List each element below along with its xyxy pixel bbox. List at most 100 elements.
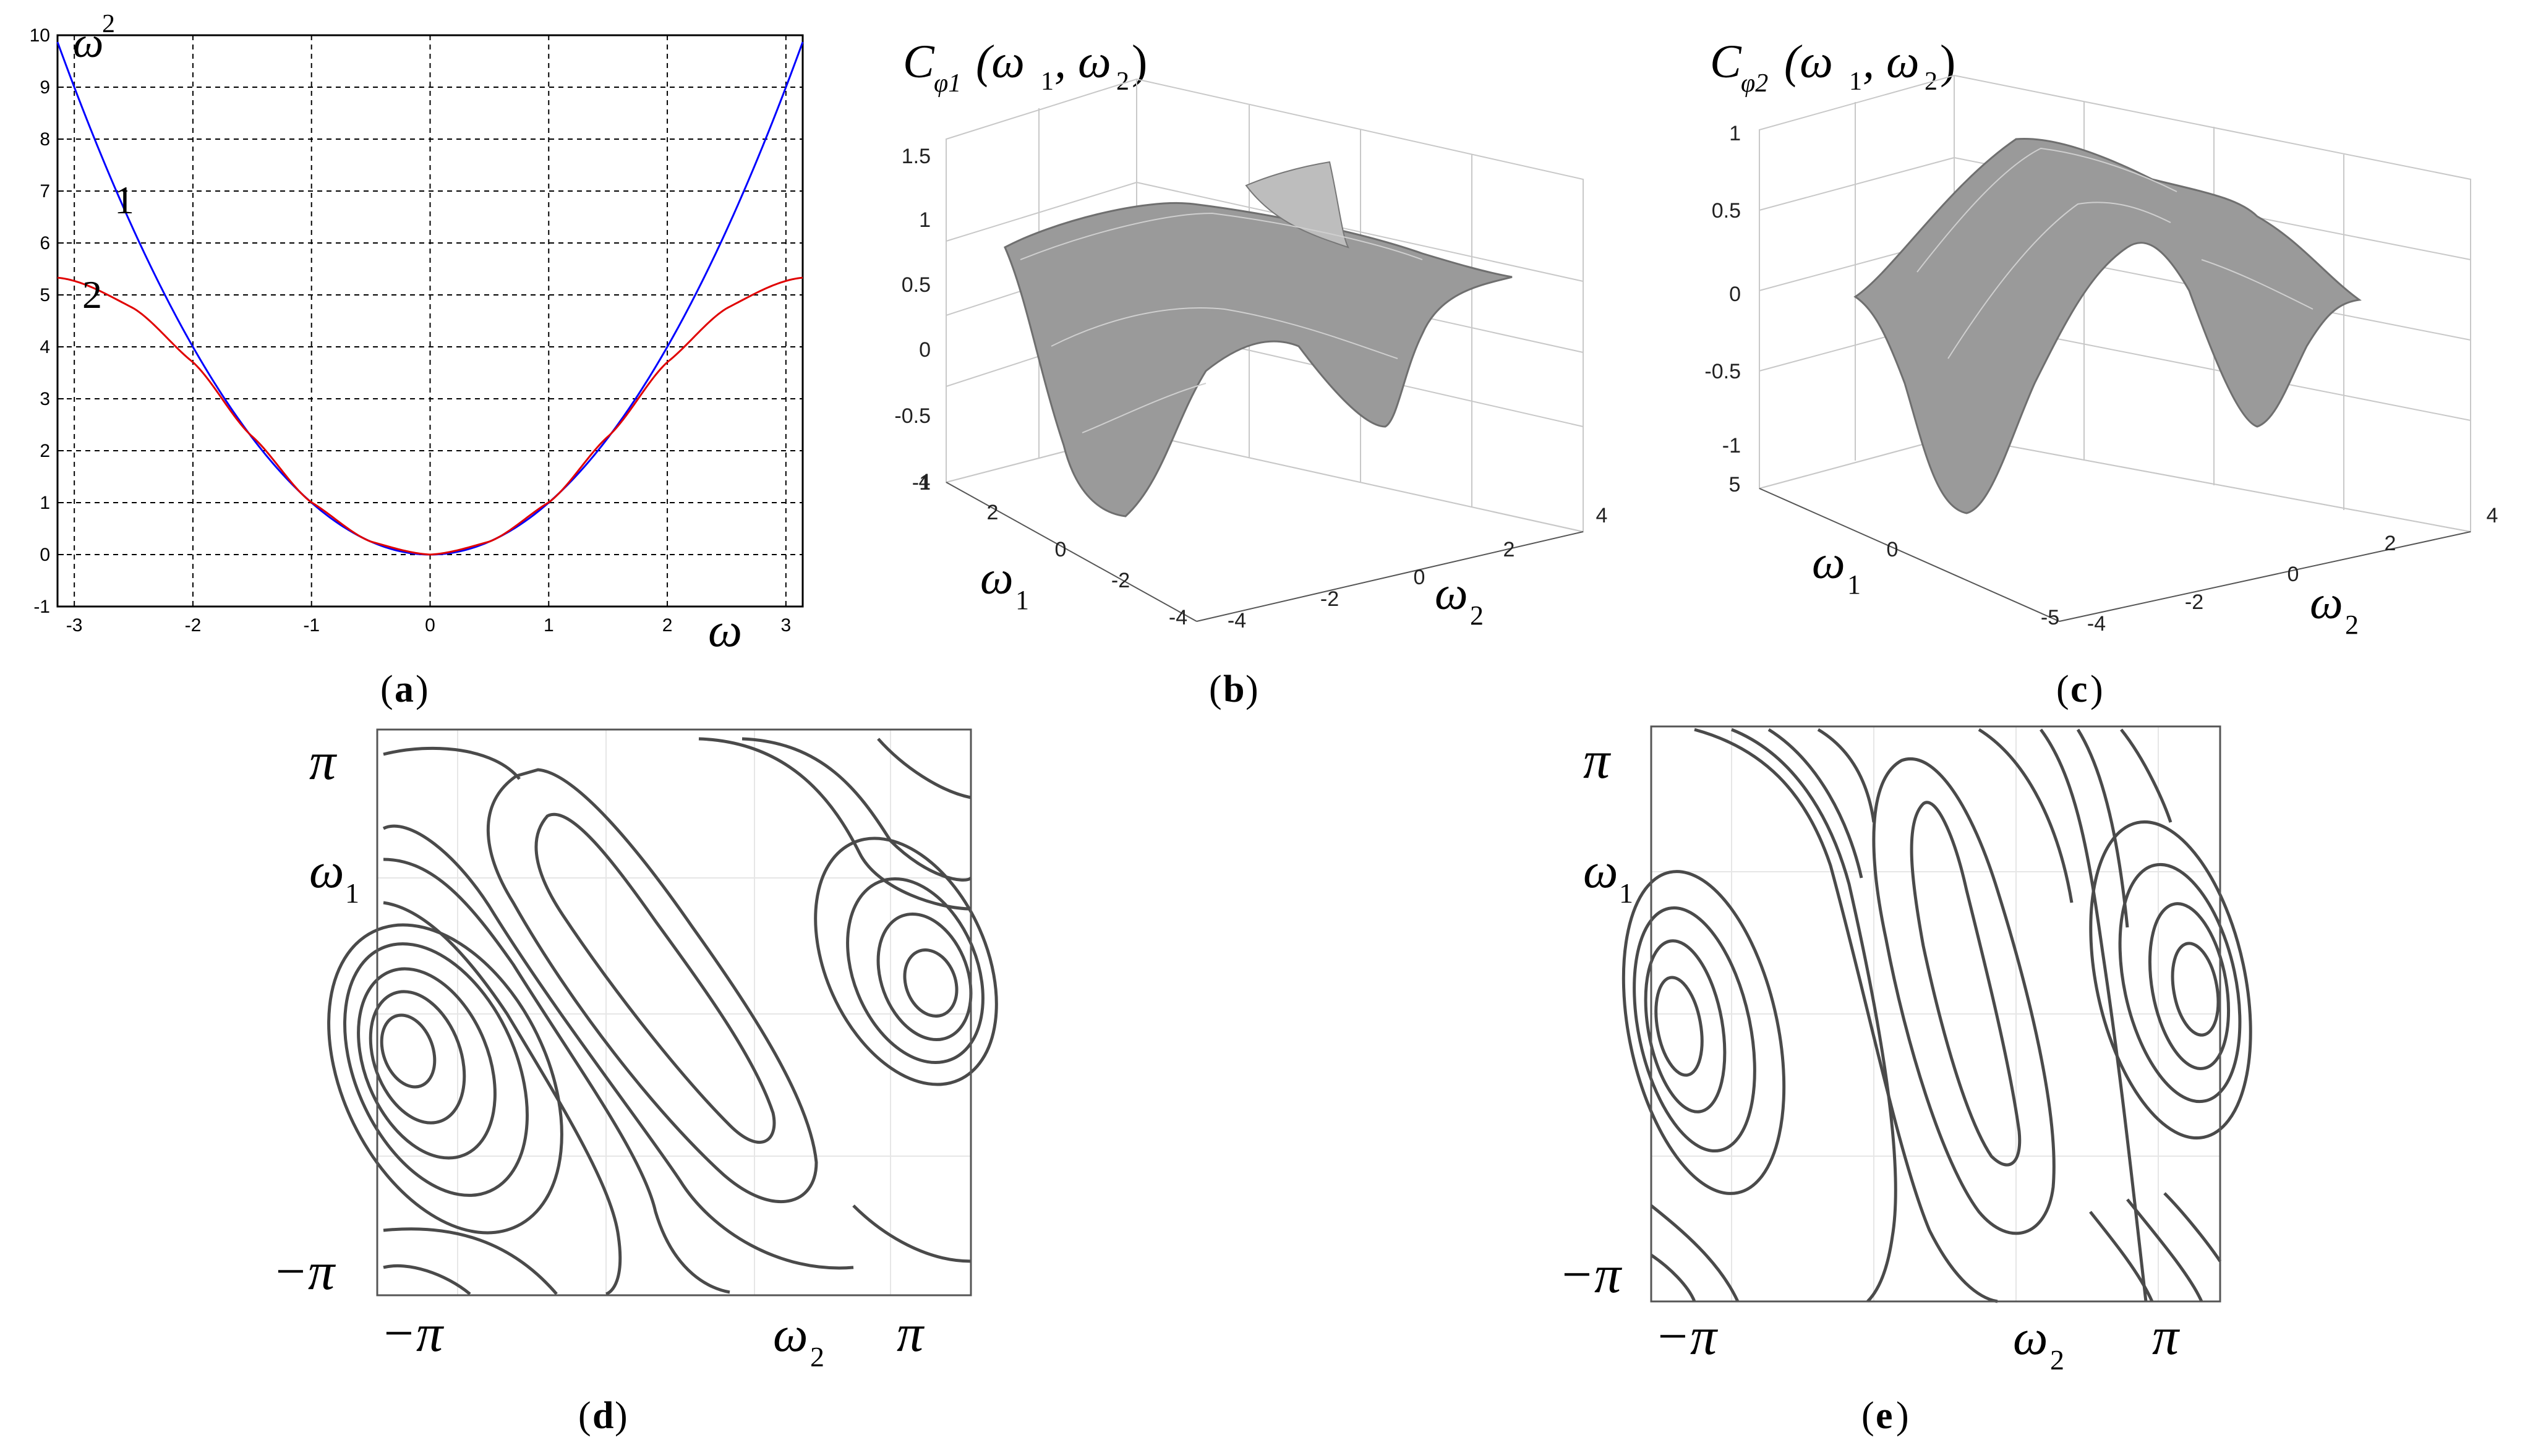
panel-e-w2-label-sub: 2 (2050, 1344, 2064, 1376)
panel-e-y-bottom-tick: −π (1558, 1245, 1623, 1304)
panel-b-z-ticks: -1 -0.5 0 0.5 1 1.5 (894, 145, 931, 495)
panel-b-title: C φ1 (ω 1 , ω 2 ) (903, 36, 1147, 98)
panel-d-x-left-tick: −π (380, 1303, 445, 1363)
panel-c-w2tick-1: -2 (2185, 590, 2203, 614)
panel-d-contour: π −π −π π ω 1 ω 2 (272, 728, 998, 1373)
panel-c-w2tick-2: 0 (2288, 563, 2299, 586)
caption-d-letter: d (592, 1395, 613, 1437)
panel-c-ztick-2: 0 (1729, 283, 1741, 306)
caption-e-letter: e (1876, 1395, 1893, 1437)
panel-a-ytick-label-4: 3 (40, 389, 50, 409)
series-1-label: 1 (114, 178, 134, 222)
panel-c-surface: C φ2 (ω 1 , ω 2 ) (1704, 36, 2498, 640)
panel-b-w1tick-0: 4 (919, 470, 931, 493)
panel-c-front-axes (1759, 488, 2471, 622)
panel-c-ztick-1: -0.5 (1704, 360, 1741, 383)
panel-a-xtick-label-0: -3 (66, 615, 83, 636)
panel-a-ytick-label-10: 9 (40, 77, 50, 98)
panel-a-xtick-label-3: 0 (425, 615, 435, 636)
panel-e-w1-label: ω (1583, 844, 1618, 898)
caption-c-open: ( (2056, 668, 2069, 710)
panel-b-w1-label-sub: 1 (1015, 585, 1029, 615)
panel-b-w2tick-4: 4 (1596, 504, 1608, 527)
panel-b-w2tick-3: 2 (1503, 538, 1515, 561)
panel-a-grid (58, 35, 803, 607)
panel-b-w1tick-1: 2 (987, 501, 999, 524)
panel-e-w2-label: ω (2013, 1311, 2048, 1365)
panel-a-xtick-label-5: 2 (662, 615, 673, 636)
panel-e-w1-label-sub: 1 (1619, 877, 1633, 909)
panel-c-surface-mesh (1853, 137, 2362, 514)
panel-c-w1-label-sub: 1 (1847, 569, 1861, 600)
panel-c-w1tick-1: 0 (1887, 538, 1899, 561)
panel-b-ztick-2: 0 (919, 338, 931, 362)
panel-c-ztick-3: 0.5 (1712, 199, 1741, 223)
panel-b-front-axes (946, 482, 1584, 622)
panel-e-grid (1651, 726, 2220, 1301)
panel-b-ztick-1: -0.5 (894, 404, 931, 428)
panel-a-ytick-label-7: 6 (40, 233, 50, 253)
caption-d-close: ) (615, 1395, 628, 1437)
panel-c-z-ticks: -1 -0.5 0 0.5 1 (1704, 122, 1741, 458)
panel-b-surface-mesh (1004, 161, 1513, 517)
panel-b-title-arg2-sub: 2 (1116, 67, 1129, 96)
panel-c-title: C φ2 (ω 1 , ω 2 ) (1710, 36, 1955, 98)
panel-b-w2tick-2: 0 (1414, 566, 1425, 589)
panel-d-w2-label: ω (773, 1308, 808, 1362)
caption-c-letter: c (2070, 668, 2088, 710)
panel-b-w2tick-1: -2 (1320, 587, 1339, 611)
panel-c-title-sep: , ω (1863, 36, 1920, 88)
caption-c: ( c ) (2056, 668, 2103, 710)
panel-b-w1-ticks: 4 2 0 -2 -4 (919, 470, 1188, 629)
panel-d-plot-frame (376, 728, 972, 1296)
panel-d-y-top-tick: π (309, 731, 338, 791)
panel-b-ztick-4: 1 (919, 208, 931, 232)
panel-a-y-ticks: -1 0 1 2 3 4 5 6 7 8 9 10 (30, 25, 64, 617)
panel-c-w1-ticks: 5 0 -5 (1729, 473, 2060, 629)
panel-b-w2-label: ω (1435, 568, 1468, 619)
caption-d: ( d ) (578, 1395, 628, 1437)
panel-d-w2-label-sub: 2 (810, 1341, 824, 1373)
panel-b-w1tick-3: -2 (1111, 569, 1130, 592)
panel-e-y-top-tick: π (1583, 730, 1612, 790)
series-2-label: 2 (82, 273, 102, 317)
caption-e-open: ( (1861, 1395, 1874, 1437)
panel-a-xtick-label-4: 1 (544, 615, 554, 636)
panel-b-title-main: C (903, 36, 935, 88)
panel-a-ytick-label-2: 1 (40, 493, 50, 513)
panel-b-w1-label: ω (980, 552, 1014, 604)
panel-c-w1-label: ω (1812, 537, 1845, 589)
caption-a-letter: a (395, 668, 414, 710)
panel-c-ztick-4: 1 (1729, 122, 1741, 145)
panel-b-w2tick-0: -4 (1228, 609, 1246, 632)
panel-c-w2-label: ω (2310, 577, 2343, 629)
panel-b-title-sub: φ1 (934, 69, 961, 98)
panel-e-contour-lines (1621, 728, 2252, 1303)
panel-a-series (56, 41, 804, 556)
panel-c-title-args: (ω (1784, 36, 1833, 88)
panel-a-y-axis-label-exponent: 2 (102, 10, 115, 38)
panel-c-w2tick-0: -4 (2087, 612, 2106, 636)
panel-a-ytick-label-11: 10 (30, 25, 50, 46)
panel-c-w2-label-sub: 2 (2345, 610, 2359, 640)
panel-b-title-sep: , ω (1054, 36, 1111, 88)
panel-d-x-right-tick: π (897, 1303, 925, 1363)
panel-a-ytick-label-8: 7 (40, 181, 50, 202)
panel-c-w2-ticks: -4 -2 0 2 4 (2087, 504, 2498, 636)
panel-e-x-right-tick: π (2152, 1306, 2181, 1366)
panel-b-ztick-3: 0.5 (902, 273, 931, 297)
panel-b-surface: C φ1 (ω 1 , ω 2 ) (894, 36, 1607, 632)
panel-b-title-close: ) (1132, 36, 1147, 88)
panel-b-ztick-0: -1 (912, 471, 931, 495)
panel-b-title-arg1-sub: 1 (1041, 67, 1054, 96)
panel-c-w1tick-0: 5 (1729, 473, 1741, 496)
panel-c-title-arg1-sub: 1 (1849, 67, 1862, 96)
panel-c-w1tick-2: -5 (2041, 606, 2059, 629)
caption-b-open: ( (1209, 668, 1222, 710)
caption-a-open: ( (380, 668, 393, 710)
panel-d-y-bottom-tick: −π (272, 1241, 336, 1301)
panel-b-w2-ticks: -4 -2 0 2 4 (1228, 504, 1608, 632)
panel-b-title-args: (ω (976, 36, 1025, 88)
panel-e-plot-frame (1650, 725, 2221, 1303)
panel-c-w2tick-4: 4 (2487, 504, 2498, 527)
